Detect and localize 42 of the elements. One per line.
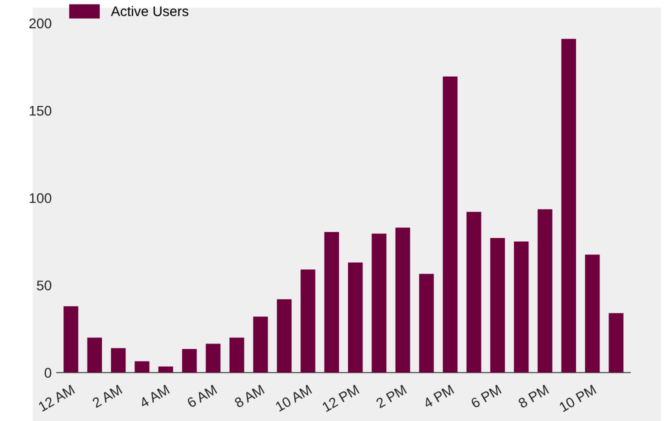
x-tick-label: 10 PM [558, 384, 597, 412]
bar [372, 234, 386, 373]
bar [348, 262, 363, 373]
x-tick-label: 4 PM [422, 384, 454, 408]
bar [585, 254, 600, 373]
y-tick-label: 50 [36, 280, 52, 290]
bar [395, 228, 410, 373]
x-tick-label: 6 AM [186, 384, 218, 408]
bar [158, 366, 174, 373]
bar [64, 306, 78, 373]
x-tick-label: 10 AM [274, 384, 312, 412]
bar [253, 316, 268, 373]
bar [466, 212, 482, 373]
x-tick-label: 2 PM [375, 384, 407, 408]
bar [134, 361, 150, 373]
bar [87, 338, 102, 373]
bar [514, 242, 529, 373]
x-tick-label: 12 PM [322, 384, 360, 412]
bar [561, 38, 576, 373]
bar [324, 232, 339, 373]
bar [419, 274, 434, 373]
legend-label: Active Users [110, 6, 188, 16]
y-tick-label: 200 [29, 18, 52, 28]
y-tick-label: 100 [30, 193, 52, 204]
x-tick-label: 8 PM [518, 384, 550, 408]
y-tick-label: 0 [44, 368, 52, 378]
bar [490, 238, 505, 373]
y-tick-label: 150 [30, 106, 52, 116]
x-tick-label: 8 AM [234, 384, 265, 408]
bar [538, 209, 552, 373]
bar [442, 76, 458, 373]
bar [110, 348, 126, 373]
x-tick-label: 6 PM [470, 384, 502, 408]
bar [276, 299, 292, 373]
x-tick-label: 12 AM [38, 384, 75, 412]
bar [608, 313, 624, 373]
bar [229, 338, 244, 373]
x-tick-label: 4 AM [138, 384, 170, 408]
bar [182, 349, 197, 373]
x-tick-label: 2 AM [92, 384, 122, 408]
bar [206, 344, 220, 373]
bar [300, 270, 316, 373]
